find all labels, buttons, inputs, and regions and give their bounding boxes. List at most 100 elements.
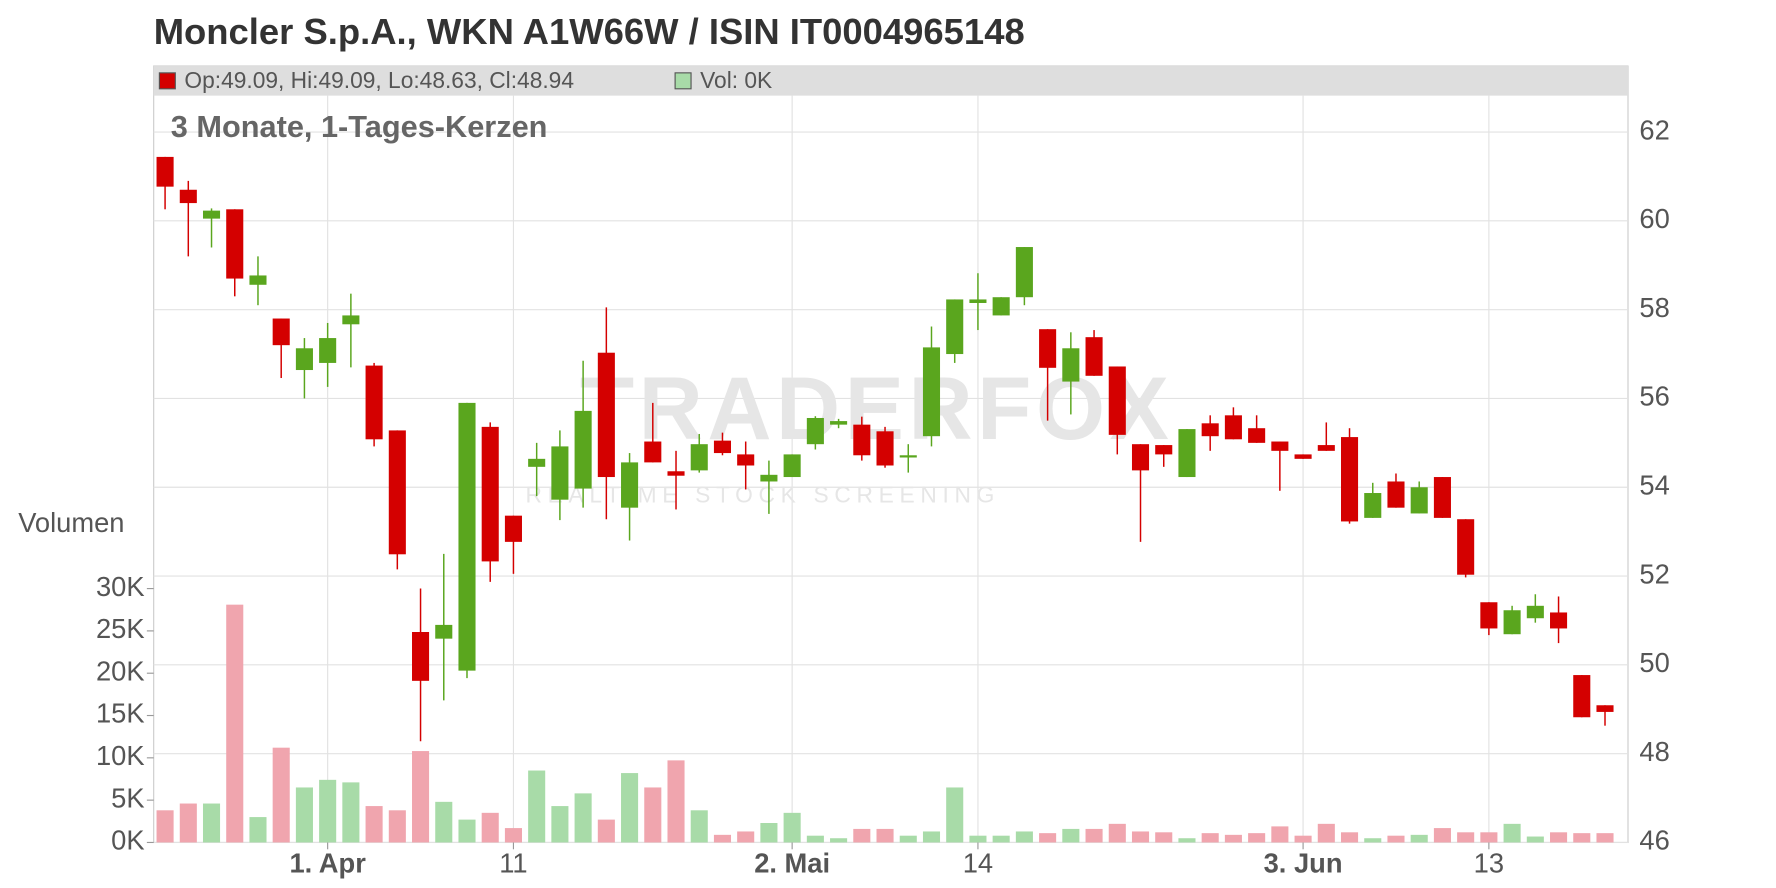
volume-bar [1039,833,1057,843]
volume-bar [1062,828,1080,843]
candle-body [365,365,383,440]
candle-body [783,454,801,478]
candle-body [922,347,941,437]
candle-body [853,424,871,456]
x-tick-label: 14 [963,847,993,878]
y2-tick-label: 5K [111,782,144,813]
volume-bar [1526,836,1544,843]
candle-body [1108,366,1126,435]
candle-body [1015,247,1033,298]
candle-body [1271,441,1289,451]
volume-bar [435,801,453,843]
candle-body [249,275,267,285]
volume-bar [1201,833,1219,843]
volume-bar [783,812,801,843]
volume-bar [667,760,685,843]
y-tick-label: 48 [1639,736,1669,767]
candle-body [1155,445,1173,455]
volume-bar [1248,833,1266,843]
candle-body [202,210,221,219]
candle-body [435,624,453,639]
y2-tick-label: 10K [96,740,145,771]
grid [153,95,1628,844]
volume-bar [1294,835,1312,843]
candle-body [737,454,755,466]
volume-bar [528,770,546,843]
volume-bar [992,835,1010,843]
volume-bar [899,835,917,843]
volume-bar [830,838,848,843]
candle-body [319,338,337,363]
volume-bar [1271,826,1289,843]
candle-body [179,189,197,204]
volume-bar [1155,832,1173,843]
candle-body [1201,423,1219,437]
candle-body [713,440,732,454]
candle-body [1039,329,1057,368]
volume-bar [922,831,941,843]
candle-body [528,458,546,467]
volume-bar [713,834,732,843]
volume-bar [156,810,174,843]
volume-bar [1364,838,1382,843]
legend-band [153,66,1629,96]
candle-body [899,455,917,458]
volume-bar [1015,831,1033,843]
candle-body [504,515,522,542]
candle-body [667,471,685,476]
candle-body [551,446,569,500]
candle-body [1387,481,1405,508]
volume-bar [574,793,592,843]
candle-body [1550,612,1568,629]
volume-bar [853,828,871,843]
candle-body [946,299,964,355]
volume-bar [1108,823,1126,843]
y-tick-label: 60 [1639,203,1669,234]
y2-tick-label: 0K [111,825,144,856]
candle-body [458,402,476,671]
volume-bar [388,810,406,843]
candle-body [1503,610,1521,635]
volume-axis-label: Volumen [18,507,124,538]
candle-body [830,421,848,425]
candle-body [156,156,174,187]
candle-body [574,410,592,489]
candle-body [388,430,406,555]
legend-price: Op:49.09, Hi:49.09, Lo:48.63, Cl:48.94 [184,67,574,93]
volume-bar [272,747,290,843]
volume-bar [1178,838,1196,843]
volume-bar [644,787,662,843]
candle-body [1224,415,1242,440]
volume-bar [504,828,522,843]
volume-bar [481,812,499,843]
candle-body [760,474,778,482]
volume-bar [1410,834,1428,843]
volume-bar [1503,823,1521,843]
candle-body [597,352,615,478]
volume-bar [1550,832,1568,843]
y-tick-label: 62 [1639,114,1669,145]
candle-body [969,299,987,303]
volume-bar [295,787,313,843]
chart-subtitle: 3 Monate, 1-Tages-Kerzen [171,109,548,144]
candle-body [481,426,499,562]
x-tick-label: 1. Apr [289,847,366,878]
volume-bar [226,604,244,843]
candle-body [1433,477,1451,518]
candle-body [342,315,360,325]
candle-body [806,417,824,445]
volume-bar [806,835,824,843]
volume-bar [1433,828,1451,843]
candle-body [621,462,639,508]
candle-body [1410,487,1428,514]
volume-bar [412,751,430,843]
volume-bar [1573,833,1591,843]
candle-body [272,318,290,346]
volume-bar [876,828,894,843]
volume-bar [551,806,569,843]
candle-body [412,631,430,681]
volume-bar [1085,828,1103,843]
volume-bar [249,817,267,843]
volume-bar [1317,823,1335,843]
